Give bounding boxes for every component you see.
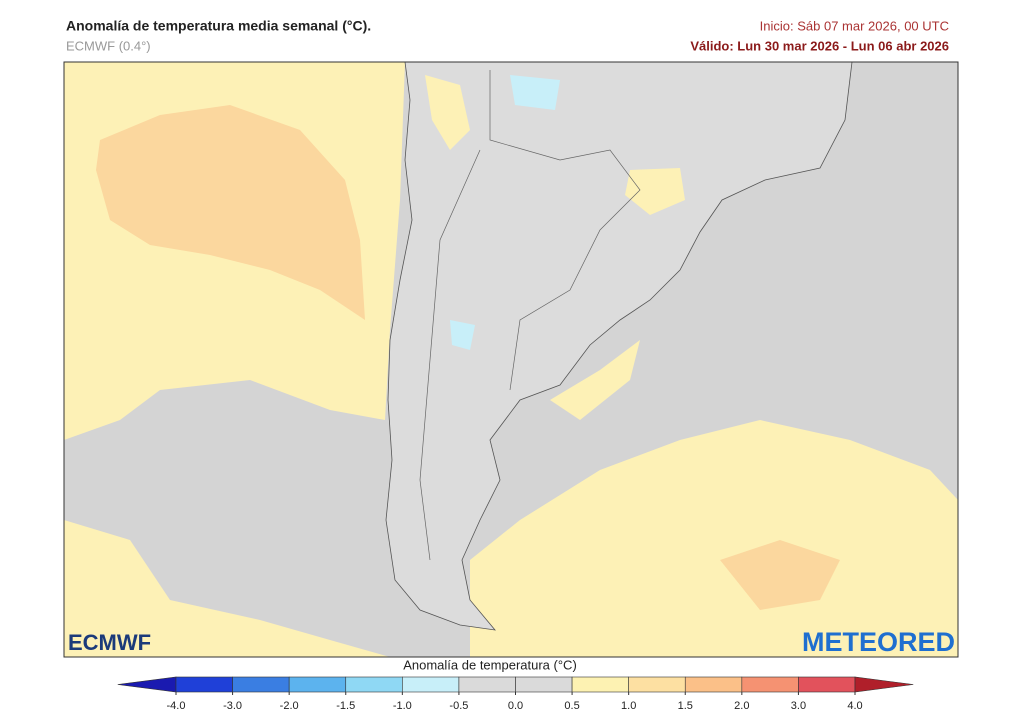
colorbar-tick-label: -3.0 (223, 700, 242, 712)
colorbar-segment (798, 676, 856, 693)
colorbar-tick-label: -4.0 (167, 700, 186, 712)
ecmwf-logo: ECMWF (68, 630, 151, 655)
colorbar-segment (571, 676, 629, 693)
colorbar-under (117, 676, 177, 693)
colorbar-tick-label: 4.0 (847, 700, 862, 712)
colorbar-segment (628, 676, 686, 693)
colorbar-segment (345, 676, 403, 693)
colorbar-tick-label: -1.5 (336, 700, 355, 712)
colorbar-segment (232, 676, 290, 693)
colorbar-segment (684, 676, 743, 693)
colorbar-tick-label: -2.0 (280, 700, 299, 712)
colorbar-tick-label: 0.5 (564, 700, 579, 712)
colorbar-tick-label: 2.0 (734, 700, 749, 712)
colorbar-label: Anomalía de temperatura (°C) (403, 657, 577, 672)
colorbar-tick-label: 1.0 (621, 700, 636, 712)
colorbar-tick-label: -0.5 (449, 700, 468, 712)
meteored-logo: METEORED (802, 627, 955, 657)
colorbar-tick-label: -1.0 (393, 700, 412, 712)
colorbar-segment (741, 676, 799, 693)
valid-date: Válido: Lun 30 mar 2026 - Lun 06 abr 202… (690, 38, 949, 53)
colorbar-segment (458, 676, 516, 693)
colorbar-segment (515, 676, 573, 693)
colorbar-tick-label: 1.5 (678, 700, 693, 712)
start-date: Inicio: Sáb 07 mar 2026, 00 UTC (760, 18, 949, 33)
colorbar-segment (175, 676, 233, 693)
title: Anomalía de temperatura media semanal (°… (66, 18, 371, 34)
colorbar-segment (402, 676, 460, 693)
colorbar-over (854, 676, 914, 693)
colorbar: -4.0 -3.0 -2.0 -1.5 -1.0 -0.5 0.0 0.5 1.0 1.5 2.0 3… (117, 676, 914, 712)
colorbar-segment (288, 676, 347, 693)
map: ECMWF METEORED (63, 61, 959, 658)
colorbar-tick-label: 0.0 (508, 700, 523, 712)
colorbar-tick-label: 3.0 (791, 700, 806, 712)
model: ECMWF (0.4°) (66, 38, 151, 53)
